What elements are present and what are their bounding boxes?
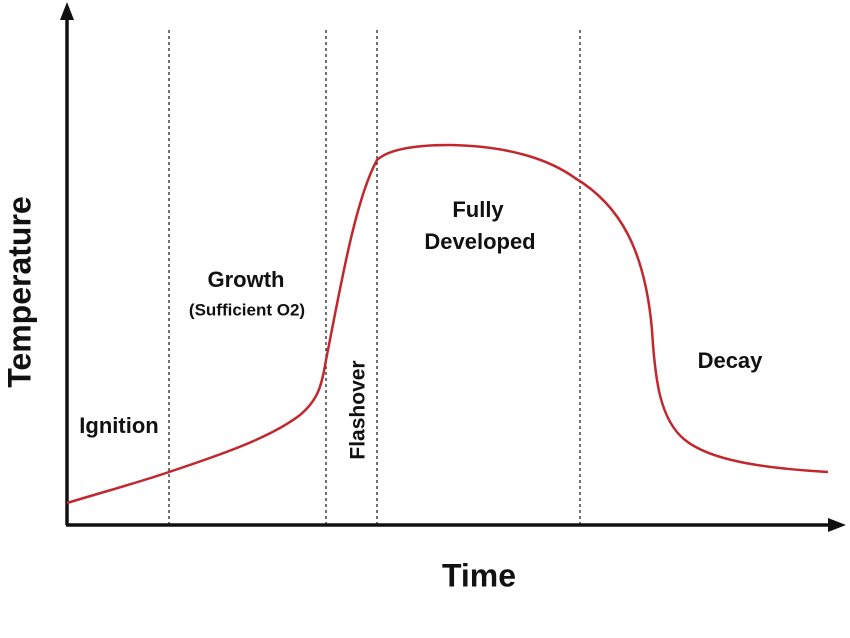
phase-note: (Sufficient O2)	[189, 300, 305, 319]
phase-label: Growth	[208, 267, 285, 292]
phase-label: Developed	[424, 229, 535, 254]
x-axis-arrow	[828, 518, 846, 532]
y-axis-label: Temperature	[1, 196, 37, 387]
temperature-curve	[66, 143, 829, 505]
phase-label: Flashover	[347, 360, 370, 459]
x-axis-label: Time	[442, 557, 516, 593]
y-axis-arrow	[60, 2, 74, 20]
phase-label: Ignition	[79, 413, 158, 438]
phase-label: Decay	[698, 348, 764, 373]
phase-label: Fully	[452, 197, 504, 222]
